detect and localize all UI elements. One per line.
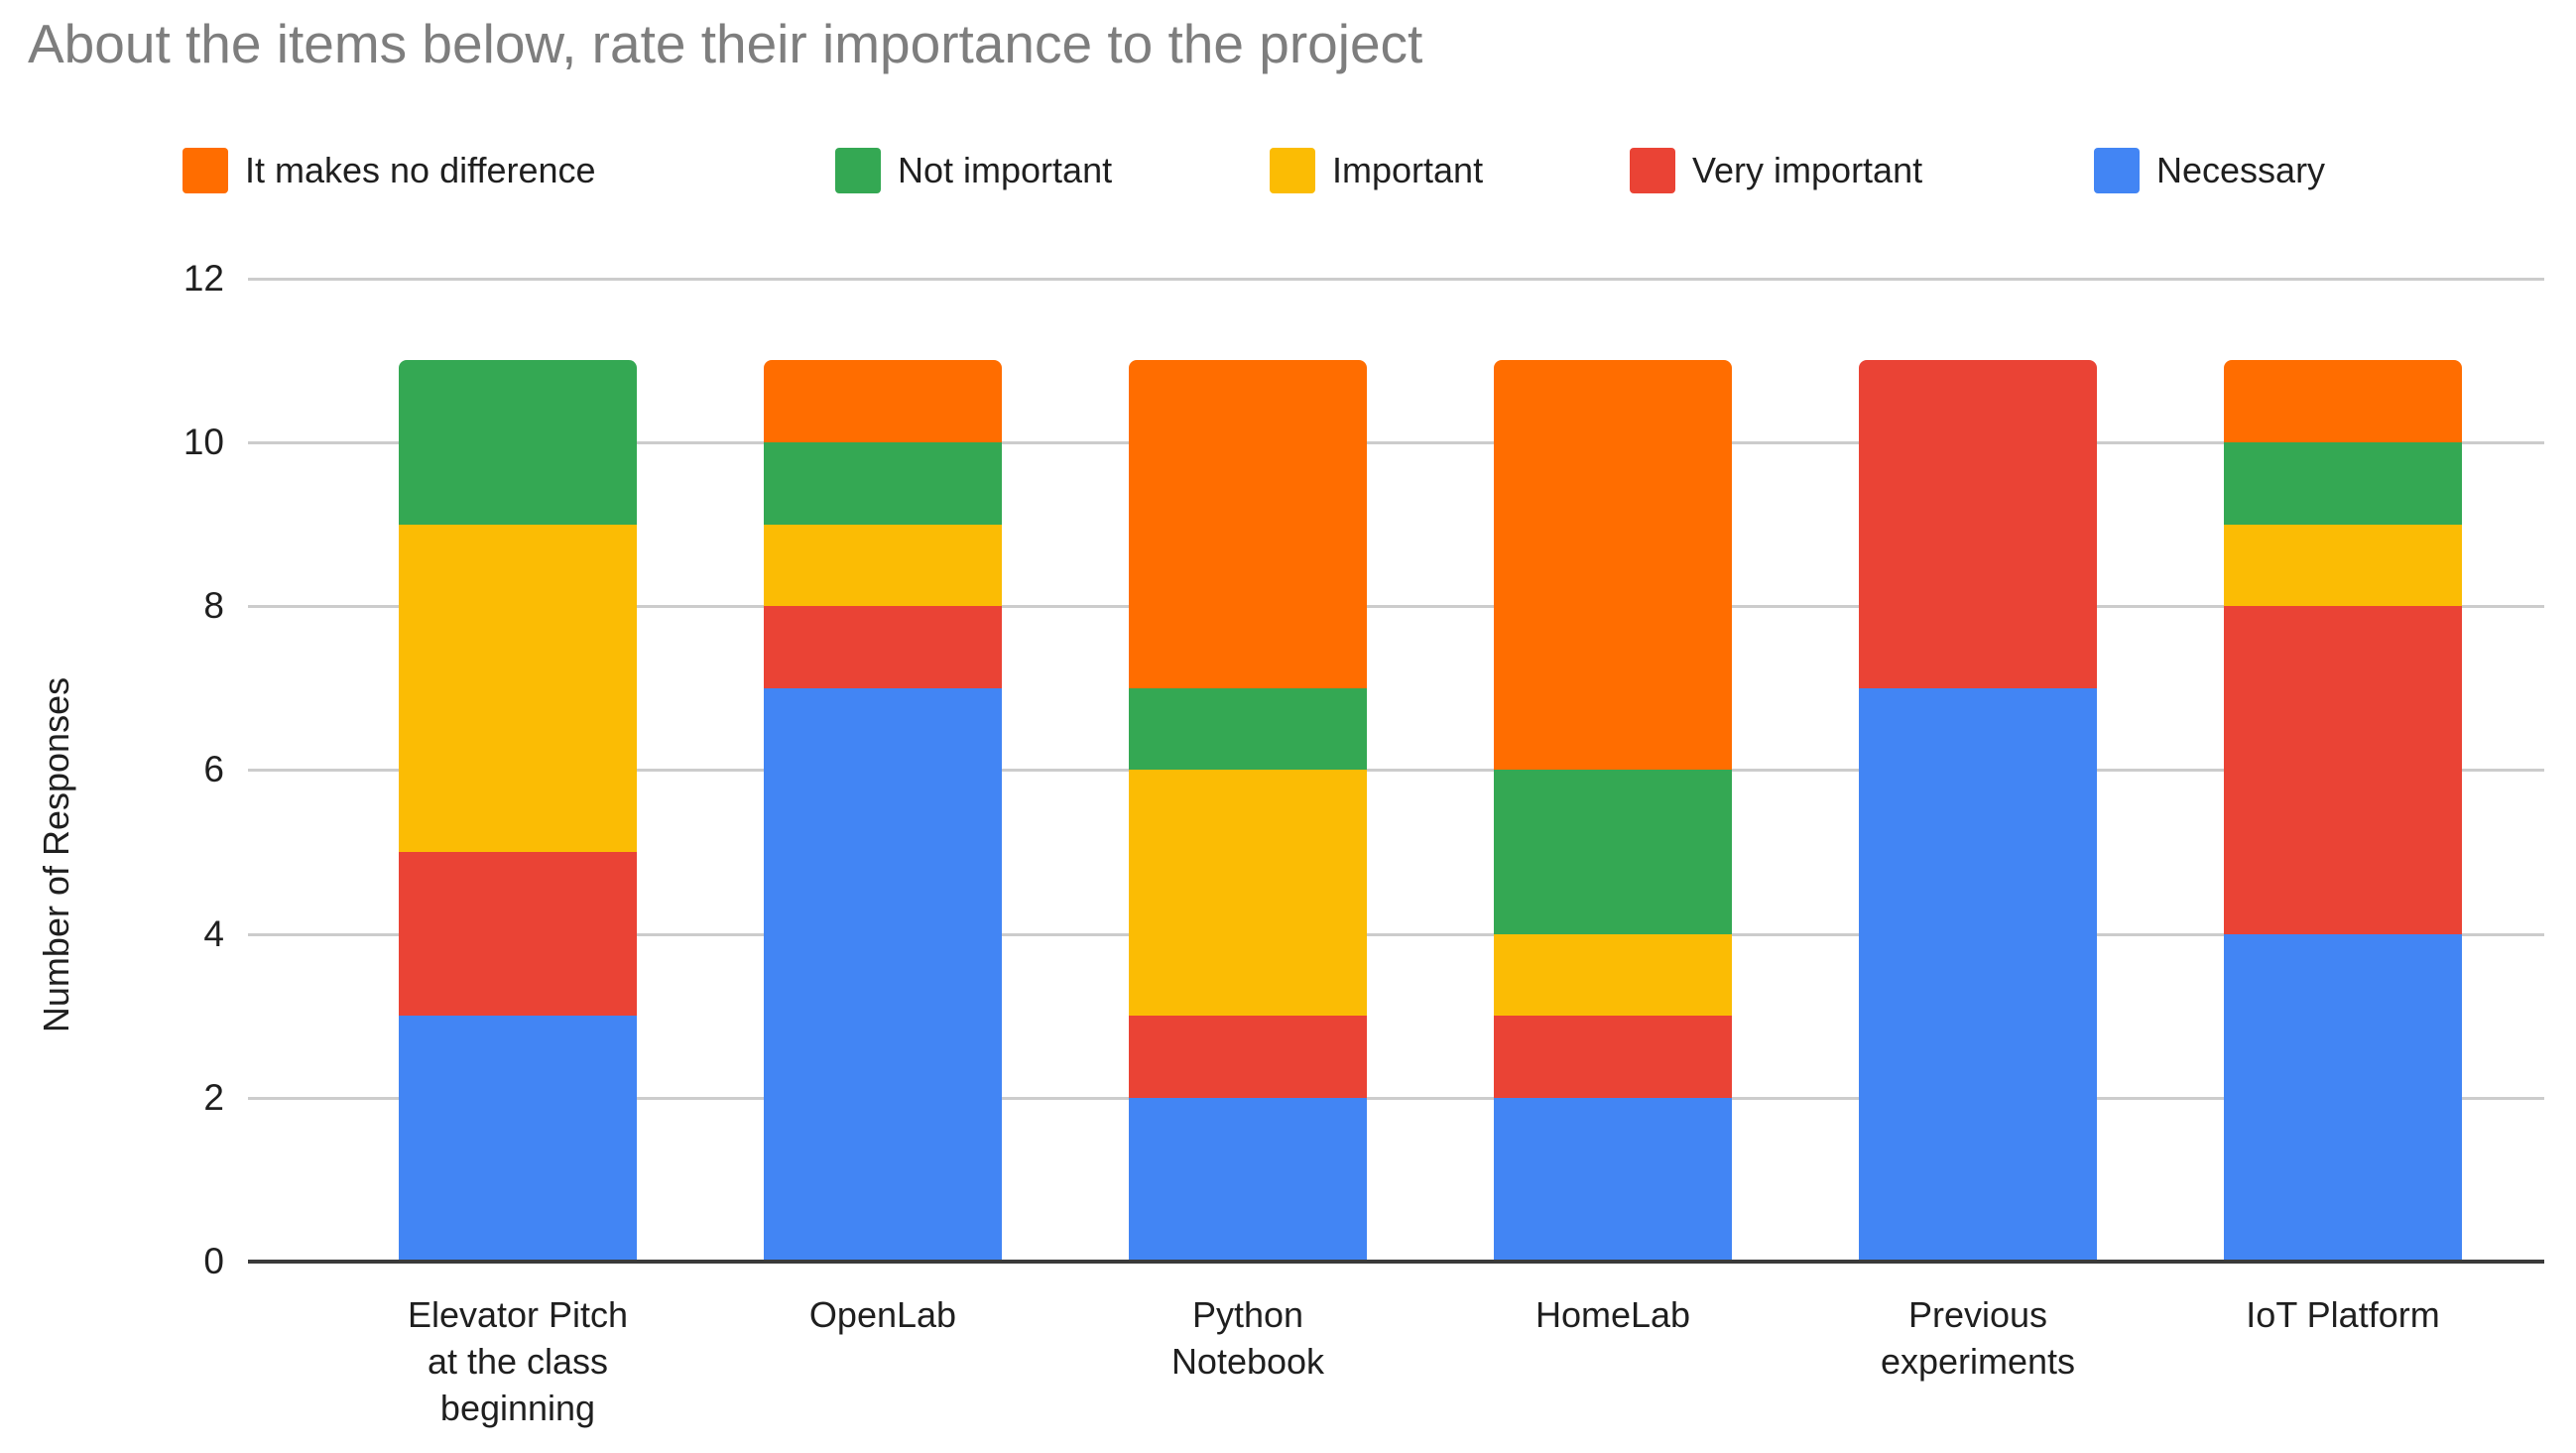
bar-segment — [764, 687, 1002, 1262]
legend-swatch — [183, 148, 228, 193]
bar-segment — [764, 606, 1002, 688]
bar-segment — [764, 524, 1002, 607]
bar-segment — [2224, 524, 2462, 607]
legend-label: It makes no difference — [245, 150, 596, 190]
bar-segment — [1129, 1016, 1367, 1098]
bar — [1494, 0, 1732, 1262]
bar-segment — [1129, 1097, 1367, 1262]
bar-segment — [399, 1016, 637, 1262]
gridline — [248, 605, 2544, 609]
y-tick-label: 10 — [183, 422, 224, 462]
bar-segment — [1494, 1097, 1732, 1262]
bar-segment — [399, 852, 637, 1017]
gridline — [248, 769, 2544, 773]
bar — [1129, 0, 1367, 1262]
gridline — [248, 277, 2544, 281]
y-tick-label: 8 — [203, 585, 224, 627]
legend-item: It makes no difference — [183, 145, 596, 196]
legend-swatch — [1630, 148, 1675, 193]
bar-segment — [1494, 933, 1732, 1017]
y-tick-label: 6 — [203, 749, 224, 790]
legend-swatch — [1270, 148, 1315, 193]
bar-segment — [2224, 360, 2462, 442]
bar-segment — [764, 442, 1002, 525]
bar-segment — [1494, 360, 1732, 771]
x-axis-label: OpenLab — [808, 1294, 957, 1335]
bar-segment — [1129, 687, 1367, 771]
x-axis-label: HomeLab — [1534, 1294, 1691, 1335]
legend-label: Necessary — [2156, 150, 2326, 190]
bar-segment — [764, 360, 1002, 442]
bar-segment — [2224, 933, 2462, 1262]
y-tick-label: 12 — [183, 257, 224, 299]
bar-segment — [1129, 360, 1367, 688]
bar — [1859, 0, 2097, 1262]
y-tick-label: 2 — [203, 1076, 224, 1118]
legend-label: Not important — [898, 150, 1113, 190]
bar-segment — [1494, 770, 1732, 934]
gridline — [248, 1096, 2544, 1100]
bar-segment — [2224, 606, 2462, 934]
y-tick-label: 4 — [203, 912, 224, 954]
bar-segment — [399, 524, 637, 852]
y-axis-title: Number of Responses — [36, 676, 76, 1033]
x-axis-baseline — [248, 1260, 2544, 1264]
bar-segment — [399, 360, 637, 525]
legend-item: Not important — [835, 145, 1112, 196]
legend: It makes no difference Not important Impor… — [0, 145, 2576, 196]
legend-swatch — [2094, 148, 2140, 193]
bar — [399, 0, 637, 1262]
legend-item: Very important — [1630, 145, 1922, 196]
bar — [2224, 0, 2462, 1262]
bar-segment — [1494, 1016, 1732, 1098]
bar-segment — [1859, 687, 2097, 1262]
x-axis-label: Elevator Pitch at the class beginning — [407, 1294, 629, 1428]
legend-item: Important — [1270, 145, 1483, 196]
bar — [764, 0, 1002, 1262]
gridline — [248, 441, 2544, 444]
bar-segment — [1129, 770, 1367, 1017]
y-tick-label: 0 — [203, 1241, 224, 1281]
bar-segment — [2224, 442, 2462, 525]
legend-swatch — [835, 148, 881, 193]
legend-label: Important — [1332, 150, 1484, 190]
legend-item: Necessary — [2094, 145, 2325, 196]
bar-segment — [1859, 360, 2097, 688]
x-axis-label: Python Notebook — [1170, 1294, 1325, 1382]
chart-title: About the items below, rate their import… — [28, 13, 1423, 74]
gridline — [248, 932, 2544, 936]
legend-label: Very important — [1692, 150, 1923, 190]
x-axis-label: IoT Platform — [2246, 1294, 2440, 1335]
x-axis-label: Previous experiments — [1880, 1294, 2076, 1382]
